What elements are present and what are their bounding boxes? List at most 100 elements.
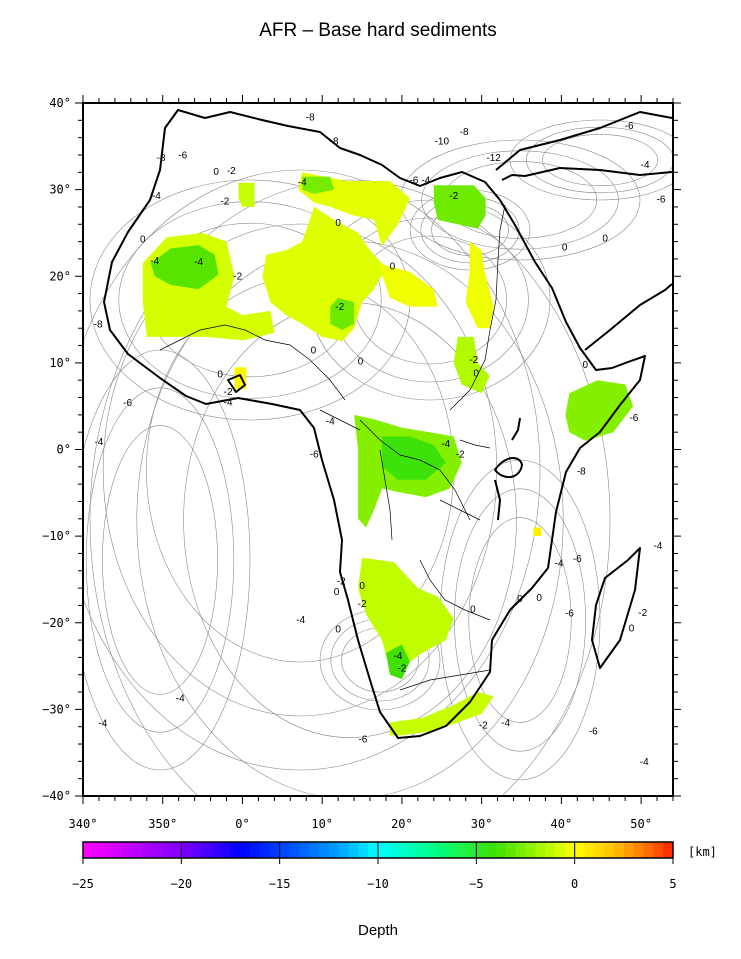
contour-label: -2 xyxy=(233,272,242,283)
longitude-labels: 340° 350° 0° 10° 20° 30° 40° 50° xyxy=(69,817,652,831)
contour-label: -10 xyxy=(435,137,450,148)
colorbar-segment xyxy=(328,842,339,858)
contour-label: -2 xyxy=(224,387,233,398)
lat-label: 30° xyxy=(49,183,71,197)
contour-label: -4 xyxy=(296,615,305,626)
colorbar-segment xyxy=(279,842,290,858)
contour-label: -8 xyxy=(577,467,586,478)
sediment-region-kufra xyxy=(378,263,438,307)
contour-label: 0 xyxy=(217,370,223,381)
contour-label: -8 xyxy=(460,127,469,138)
contour-label: 0 xyxy=(629,623,635,634)
colorbar-segment xyxy=(407,842,418,858)
contour-label: -6 xyxy=(178,150,187,161)
contour-label: 0 xyxy=(359,581,365,592)
colorbar-segment xyxy=(122,842,133,858)
contour-label: -4 xyxy=(298,177,307,188)
lon-label: 40° xyxy=(551,817,573,831)
lat-label: 20° xyxy=(49,269,71,283)
colorbar-segment xyxy=(564,842,575,858)
contour-line xyxy=(542,134,658,186)
lon-label: 50° xyxy=(630,817,652,831)
lat-label: −20° xyxy=(42,616,71,630)
colorbar-segment xyxy=(83,842,94,858)
contour-label: -4 xyxy=(326,416,335,427)
colorbar-segment xyxy=(535,842,546,858)
contour-label: 0 xyxy=(536,593,542,604)
contour-label: -6 xyxy=(657,195,666,206)
colorbar-segment xyxy=(604,842,615,858)
colorbar-segment xyxy=(201,842,212,858)
lat-label: 0° xyxy=(57,443,71,457)
colorbar-segment xyxy=(220,842,231,858)
contour-label: -2 xyxy=(469,355,478,366)
colorbar-segment xyxy=(614,842,625,858)
colorbar-segment xyxy=(496,842,507,858)
contour-label: -2 xyxy=(335,302,344,313)
contour-label: 0 xyxy=(562,242,568,253)
contour-label: -4 xyxy=(641,160,650,171)
colorbar-segment xyxy=(663,842,674,858)
africa-coastline xyxy=(103,109,673,739)
colorbar-tick-label: −10 xyxy=(367,877,389,891)
colorbar-segment xyxy=(446,842,457,858)
lat-label: −10° xyxy=(42,529,71,543)
contour-label: -6 xyxy=(629,413,638,424)
colorbar-segment xyxy=(181,842,192,858)
contour-label: 0 xyxy=(334,587,340,598)
sediment-region-algeria-north xyxy=(238,182,255,207)
contour-label: -4 xyxy=(653,541,662,552)
colorbar-segment xyxy=(505,842,516,858)
colorbar-segment xyxy=(525,842,536,858)
contour-label: -6 xyxy=(358,734,367,745)
colorbar-tick-label: −15 xyxy=(269,877,291,891)
contour-label: -4 xyxy=(441,439,450,450)
contour-label: -4 xyxy=(421,176,430,187)
colorbar-segment xyxy=(368,842,379,858)
sediment-region-kalahari-core xyxy=(386,644,410,680)
lat-label: −40° xyxy=(42,789,71,803)
colorbar-segment xyxy=(387,842,398,858)
contour-label: 0 xyxy=(213,167,219,178)
lat-label: −30° xyxy=(42,702,71,716)
colorbar-segment xyxy=(417,842,428,858)
lon-label: 340° xyxy=(69,817,98,831)
contour-line xyxy=(83,169,541,771)
contour-label: 0 xyxy=(311,345,317,356)
colorbar-segment xyxy=(289,842,300,858)
contour-label: -2 xyxy=(220,196,229,207)
lon-label: 0° xyxy=(235,817,249,831)
contour-label: -12 xyxy=(486,153,501,164)
colorbar-segment xyxy=(132,842,143,858)
contour-label: -8 xyxy=(94,319,103,330)
colorbar-segment xyxy=(623,842,634,858)
contour-label: -6 xyxy=(625,121,634,132)
colorbar-segment xyxy=(309,842,320,858)
contour-label: -2 xyxy=(337,577,346,588)
contour-label: 0 xyxy=(517,594,523,605)
colorbar-segment xyxy=(240,842,251,858)
contour-label: -6 xyxy=(573,554,582,565)
contour-label: -6 xyxy=(565,609,574,620)
colorbar-segment xyxy=(171,842,182,858)
colorbar-unit: [km] xyxy=(688,845,717,859)
map-title: AFR – Base hard sediments xyxy=(259,20,497,41)
lon-label: 20° xyxy=(391,817,413,831)
contour-label: -2 xyxy=(397,663,406,674)
contour-label: -4 xyxy=(176,694,185,705)
colorbar-segment xyxy=(378,842,389,858)
contour-line xyxy=(85,387,235,733)
sediment-region-ogaden xyxy=(565,380,634,441)
lon-label: 30° xyxy=(471,817,493,831)
lat-label: 10° xyxy=(49,356,71,370)
contour-line xyxy=(468,517,572,723)
colorbar-segment xyxy=(456,842,467,858)
contour-label: 0 xyxy=(335,624,341,635)
colorbar-segment xyxy=(151,842,162,858)
sediment-region-karoo xyxy=(390,692,494,736)
contour-label: 0 xyxy=(470,604,476,615)
sediment-region-sudd xyxy=(453,336,490,394)
contour-label: -4 xyxy=(94,437,103,448)
colorbar-segment xyxy=(515,842,526,858)
